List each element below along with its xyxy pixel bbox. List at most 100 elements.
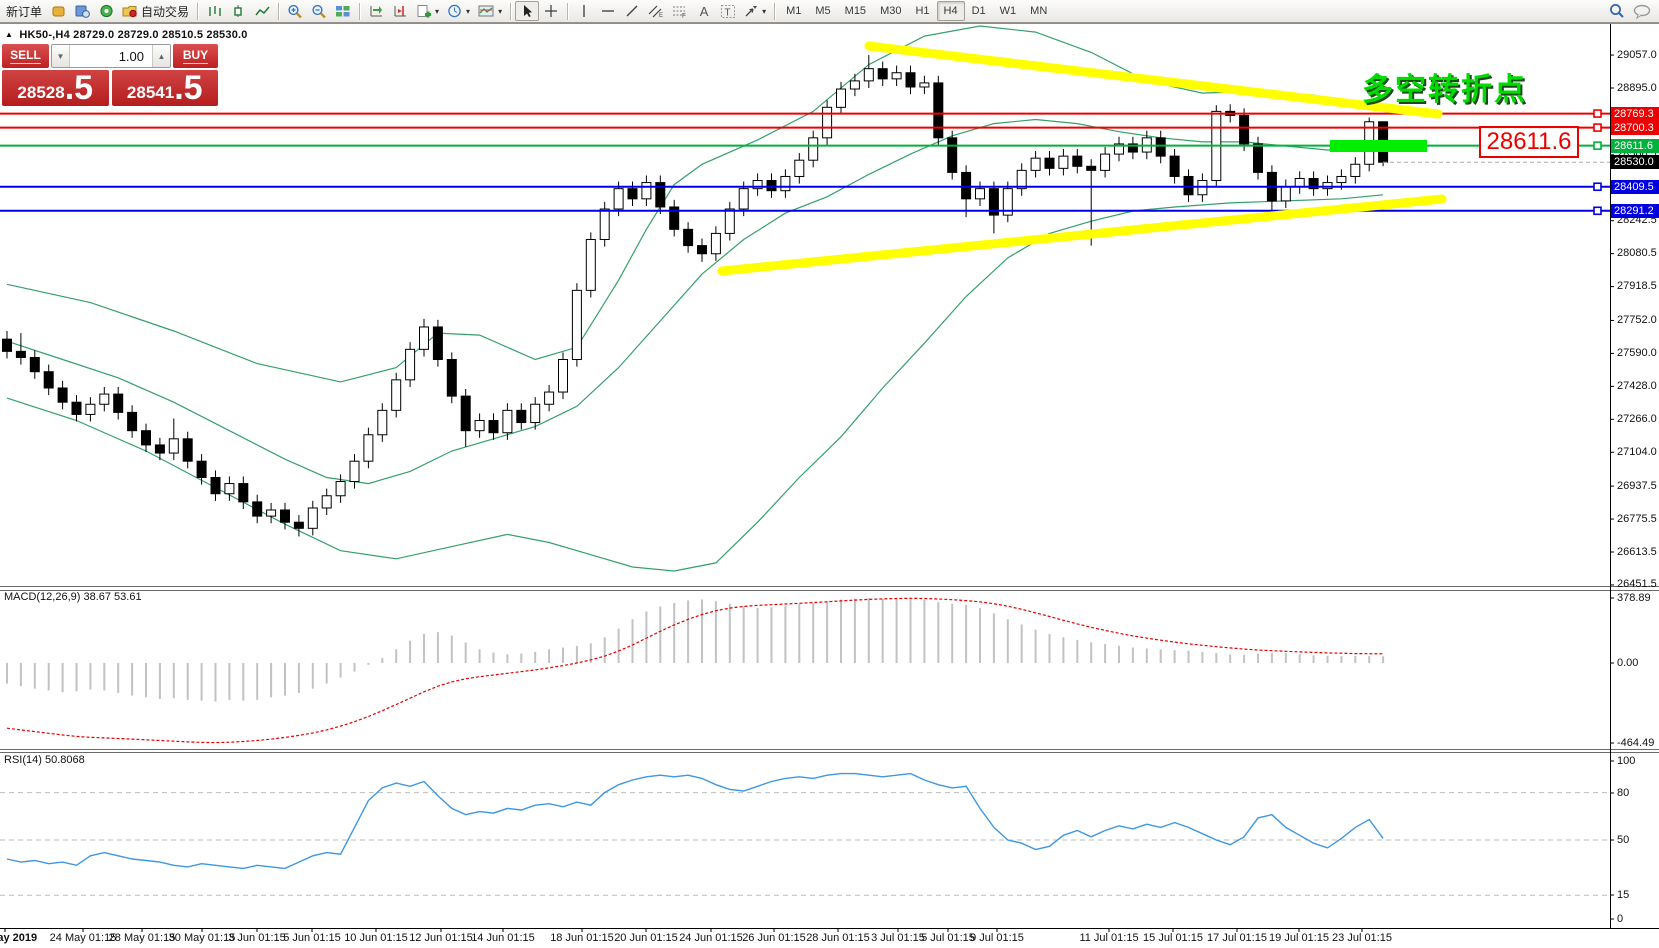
- crosshair-tool-button[interactable]: [539, 1, 563, 21]
- toolbar-separator: [510, 2, 512, 20]
- candle-bearish: [446, 359, 457, 397]
- line-chart-button[interactable]: [250, 1, 274, 21]
- hline-handle[interactable]: [1593, 141, 1602, 150]
- new-chart-button[interactable]: [46, 1, 70, 21]
- zoom-in-button[interactable]: [283, 1, 307, 21]
- volume-increase-button[interactable]: ▲: [153, 45, 170, 67]
- chart-shift-icon: [394, 6, 406, 17]
- one-click-trade-panel: SELL ▼ 1.00 ▲ BUY 28528.5 28541.5: [2, 44, 218, 106]
- hline-handle[interactable]: [1593, 109, 1602, 118]
- candle-bullish: [349, 460, 360, 483]
- time-axis-label: 24 May 01:15: [49, 932, 117, 944]
- candle-bullish: [224, 483, 235, 495]
- candle-bearish: [460, 395, 471, 432]
- cursor-tool-button[interactable]: [515, 1, 540, 21]
- toolbar-right: [1609, 3, 1657, 19]
- toolbar-separator: [197, 2, 199, 20]
- candle-bearish: [141, 430, 151, 446]
- hline-handle[interactable]: [1593, 182, 1602, 192]
- timeframe-m30[interactable]: M30: [880, 5, 902, 17]
- vline-tool-button[interactable]: [572, 1, 596, 21]
- time-axis-label: 23 Jul 01:15: [1332, 932, 1392, 944]
- new-order-button[interactable]: 新订单: [2, 1, 46, 21]
- timeframe-h4[interactable]: H4: [936, 1, 965, 21]
- time-axis-label: 5 Jul 01:15: [921, 932, 975, 944]
- time-axis-label: 26 Jun 01:15: [742, 932, 806, 944]
- candle-bearish: [627, 188, 638, 200]
- sell-price[interactable]: 28528.5: [2, 70, 109, 106]
- timeframe-m15[interactable]: M15: [844, 5, 867, 17]
- yellow-trendline-1[interactable]: [864, 41, 1443, 119]
- pivot-annotation-text[interactable]: 多空转折点: [1362, 72, 1527, 107]
- zoom-out-button[interactable]: [307, 1, 331, 21]
- axis-tick-label: 29057.0: [1617, 48, 1657, 61]
- sell-button[interactable]: SELL: [2, 44, 49, 68]
- time-axis-label: 9 Jul 01:15: [970, 932, 1024, 944]
- templates-button[interactable]: ▾: [474, 1, 506, 21]
- hline-tool-button[interactable]: [596, 1, 620, 21]
- periods-button[interactable]: ▾: [443, 1, 474, 21]
- fibonacci-tool-button[interactable]: F: [668, 1, 692, 21]
- equidistant-channel-icon: E: [648, 5, 663, 18]
- shapes-tool-button[interactable]: ▾: [740, 1, 770, 21]
- channel-tool-button[interactable]: E: [644, 1, 668, 21]
- trendline-tool-button[interactable]: [620, 1, 644, 21]
- bollinger-middle-band: [6, 118, 1384, 485]
- yellow-trendline-2[interactable]: [717, 194, 1447, 276]
- timeframe-w1[interactable]: W1: [999, 5, 1017, 17]
- candle-bullish: [863, 68, 874, 82]
- auto-scroll-button[interactable]: [364, 1, 388, 21]
- candle-bullish: [530, 403, 541, 424]
- candle-bearish: [293, 521, 304, 529]
- candle-bullish: [391, 379, 402, 411]
- timeframe-m5[interactable]: M5: [815, 5, 831, 17]
- autotrading-button[interactable]: 自动交易: [118, 1, 193, 21]
- toolbar-separator: [567, 2, 569, 20]
- chart-shift-button[interactable]: [388, 1, 412, 21]
- buy-button[interactable]: BUY: [173, 44, 218, 68]
- axis-tick-label: 0: [1617, 912, 1624, 925]
- dropdown-caret-icon: ▾: [498, 6, 503, 16]
- hline-handle[interactable]: [1593, 206, 1602, 216]
- text-tool-button[interactable]: A: [692, 1, 716, 21]
- axis-tick-label: 26613.5: [1617, 545, 1657, 558]
- candlestick-chart-icon: [233, 5, 242, 17]
- template-icon: [478, 5, 494, 17]
- candlestick-chart-button[interactable]: [226, 1, 250, 21]
- one-click-collapse-arrow[interactable]: ▲: [5, 30, 14, 39]
- profiles-button[interactable]: [70, 1, 94, 21]
- new-order-label: 新订单: [6, 4, 43, 19]
- volume-decrease-button[interactable]: ▼: [52, 45, 69, 67]
- timeframe-m1[interactable]: M1: [786, 5, 802, 17]
- add-indicator-button[interactable]: ▾: [412, 1, 443, 21]
- search-icon[interactable]: [1609, 3, 1625, 19]
- macd-signal-line: [6, 597, 1384, 744]
- tile-windows-button[interactable]: [331, 1, 355, 21]
- time-axis-label: 30 May 01:15: [168, 932, 236, 944]
- axis-tick-label: 100: [1617, 754, 1636, 767]
- signals-button[interactable]: [94, 1, 118, 21]
- buy-price[interactable]: 28541.5: [111, 70, 218, 106]
- time-axis-label: 11 Jul 01:15: [1079, 932, 1139, 944]
- candle-bearish: [57, 387, 68, 403]
- candle-bearish: [252, 501, 263, 517]
- candle-bullish: [99, 393, 110, 405]
- axis-tick-label: 27266.0: [1617, 412, 1657, 425]
- timeframe-mn[interactable]: MN: [1030, 5, 1048, 17]
- label-tool-button[interactable]: T: [716, 1, 740, 21]
- candle-bullish: [307, 507, 318, 529]
- chat-icon[interactable]: [1633, 4, 1651, 19]
- bar-chart-button[interactable]: [202, 1, 226, 21]
- candle-bullish: [585, 239, 596, 291]
- text-tool-icon: A: [699, 3, 709, 19]
- timeframe-d1[interactable]: D1: [971, 5, 986, 17]
- timeframe-h1[interactable]: H1: [915, 5, 930, 17]
- hline-handle[interactable]: [1593, 123, 1602, 132]
- dropdown-caret-icon: ▾: [762, 6, 767, 16]
- volume-input[interactable]: 1.00: [69, 45, 153, 67]
- price-annotation-box[interactable]: 28611.6: [1479, 126, 1579, 158]
- axis-tick-label: 26451.5: [1617, 578, 1657, 591]
- green-highlight-segment[interactable]: [1330, 140, 1427, 152]
